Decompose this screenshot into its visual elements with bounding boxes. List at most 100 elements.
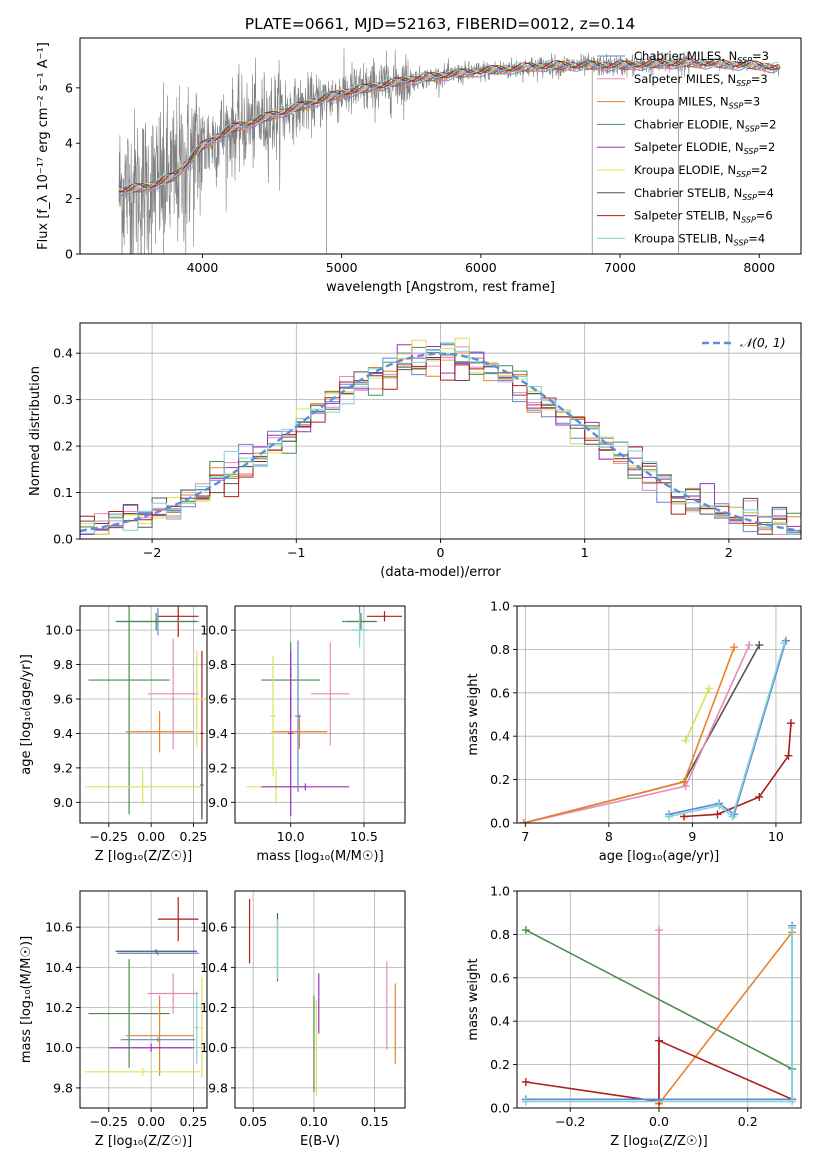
y-axis-label: mass weight [466, 673, 481, 755]
y-tick-label: 0.3 [53, 392, 73, 407]
point-marker [665, 812, 674, 821]
point-marker [788, 923, 797, 932]
x-tick-label: 4000 [187, 260, 219, 275]
x-tick-label: 0 [437, 545, 445, 560]
point-marker [655, 926, 663, 935]
y-tick-label: 10.0 [200, 623, 228, 638]
y-tick-label: 0.0 [490, 1101, 510, 1116]
legend-count: =2 [758, 140, 775, 154]
point-marker [713, 810, 722, 819]
histogram-8 [80, 350, 801, 535]
legend-entry: Kroupa ELODIE, NSSP=2 [634, 163, 768, 179]
x-axis-label: E(B-V) [300, 1134, 340, 1149]
y-tick-label: 0.2 [490, 772, 510, 787]
x-tick-label: −0.2 [555, 1114, 585, 1129]
model-spectrum-3 [118, 60, 779, 193]
y-tick-label: 0.4 [490, 1014, 510, 1029]
y-tick-label: 9.8 [53, 657, 73, 672]
series-3 [525, 1039, 793, 1103]
axes-frame [516, 890, 802, 1109]
legend-entry: Salpeter STELIB, NSSP=6 [634, 209, 773, 225]
y-tick-label: 2 [65, 191, 73, 206]
y-tick-label: 10.2 [45, 1000, 73, 1015]
y-tick-label: 10.6 [200, 920, 228, 935]
x-tick-label: 8000 [743, 260, 775, 275]
x-tick-label: −2 [143, 545, 161, 560]
point-marker [655, 1036, 663, 1045]
series-6 [668, 642, 786, 818]
x-tick-label: 7 [521, 829, 529, 844]
series-0 [684, 688, 710, 741]
legend-subscript: SSP [729, 102, 744, 111]
legend-count: =3 [751, 72, 768, 86]
legend-subscript: SSP [745, 124, 760, 133]
point-marker [681, 736, 690, 745]
y-tick-label: 9.2 [208, 760, 228, 775]
y-tick-label: 0.4 [490, 729, 510, 744]
normal-curve [80, 352, 801, 533]
legend-count: =6 [756, 209, 773, 223]
legend-count: =2 [751, 163, 768, 177]
legend-count: =4 [757, 186, 774, 200]
panel-age-vs-mass: 10.0 10.5 9.0 9.2 9.4 9.6 9.8 10.0 mass [log₁₀(M… [200, 605, 406, 864]
x-tick-label: −0.25 [90, 829, 128, 844]
y-tick-label: 0 [65, 247, 73, 262]
point-marker [521, 926, 530, 935]
point-marker [730, 643, 739, 652]
point-marker [681, 782, 690, 791]
x-axis-label: Z [log₁₀(Z/Z☉)] [610, 1134, 707, 1149]
legend-count: =3 [752, 49, 769, 63]
y-tick-label: 0.0 [53, 532, 73, 547]
y-axis-label: Flux [f_λ 10⁻¹⁷ erg cm⁻² s⁻¹ A⁻¹] [36, 42, 51, 250]
point-marker [745, 641, 754, 650]
axes-frame [234, 890, 406, 1109]
y-tick-label: 9.0 [208, 795, 228, 810]
series-2 [523, 644, 750, 823]
lines-massweight-vs-Z [521, 921, 797, 1108]
y-tick-label: 0.8 [490, 927, 510, 942]
axes-frame [79, 890, 208, 1109]
y-tick-label: 10.0 [45, 1040, 73, 1055]
panel-residuals: −2 −1 0 1 2 0.0 0.1 0.2 0.3 0.4 (data-model)/error… [28, 322, 802, 580]
x-tick-label: 0.00 [137, 1114, 165, 1129]
errorbars-age-vs-Z [85, 606, 204, 820]
legend-entry: Chabrier MILES, NSSP=3 [634, 49, 769, 65]
axes-frame [79, 37, 802, 255]
y-tick-label: 6 [65, 80, 73, 95]
x-axis-label: wavelength [Angstrom, rest frame] [326, 280, 555, 295]
lines-massweight-vs-age [519, 636, 795, 823]
point-marker [521, 1077, 530, 1086]
errorbars-mass-vs-ebv [248, 899, 396, 1096]
y-tick-label: 0.2 [490, 1057, 510, 1072]
axes-frame [79, 605, 208, 824]
x-tick-label: 0.15 [361, 1114, 389, 1129]
figure-title: PLATE=0661, MJD=52163, FIBERID=0012, z=0… [245, 15, 635, 33]
y-tick-label: 9.6 [53, 692, 73, 707]
y-tick-label: 9.2 [53, 760, 73, 775]
x-tick-label: 1 [581, 545, 589, 560]
spectrum-lines [118, 47, 781, 254]
x-tick-label: 5000 [326, 260, 358, 275]
x-axis-label: (data-model)/error [380, 565, 501, 580]
point-marker [780, 638, 789, 647]
point-marker [788, 1097, 797, 1106]
y-axis-label: Normed distribution [28, 366, 43, 496]
y-axis-label: mass [log₁₀(M/M☉)] [19, 936, 34, 1063]
y-tick-label: 0.2 [53, 439, 73, 454]
y-tick-label: 9.0 [53, 795, 73, 810]
errorbars-mass-vs-Z [85, 897, 204, 1078]
model-spectrum-7 [118, 57, 779, 193]
legend-entry: Salpeter MILES, NSSP=3 [634, 72, 768, 88]
point-marker [755, 792, 764, 801]
x-tick-label: 10 [768, 829, 784, 844]
y-tick-label: 0.0 [490, 816, 510, 831]
x-axis-label: Z [log₁₀(Z/Z☉)] [95, 849, 192, 864]
y-tick-label: 10.4 [45, 960, 73, 975]
legend-entry: Kroupa MILES, NSSP=3 [634, 95, 760, 111]
legend-entry: Chabrier STELIB, NSSP=4 [634, 186, 774, 202]
y-axis-label: mass weight [466, 958, 481, 1040]
legend-subscript: SSP [737, 56, 752, 65]
x-tick-label: 10.5 [350, 829, 378, 844]
errorbars-age-vs-mass [246, 606, 403, 817]
x-tick-label: 7000 [604, 260, 636, 275]
